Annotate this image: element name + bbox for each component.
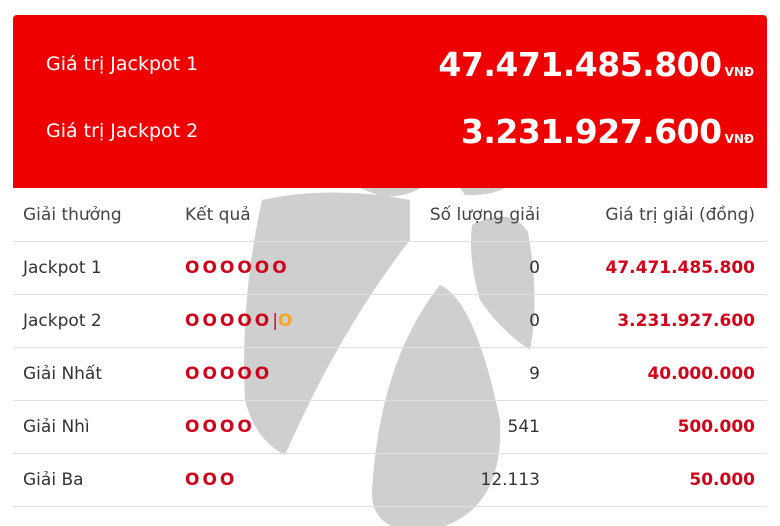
prize-count: 12.113 — [360, 453, 540, 507]
prize-count: 9 — [360, 347, 540, 401]
currency: VNĐ — [724, 131, 754, 146]
prize-value: 50.000 — [540, 453, 767, 507]
result-balls: OOOO — [185, 417, 255, 437]
jackpot-2-row: Giá trị Jackpot 2 3.231.927.600 VNĐ — [13, 106, 767, 156]
currency: VNĐ — [724, 64, 754, 79]
prize-name: Giải Ba — [13, 453, 185, 507]
separator: | — [272, 311, 278, 331]
prize-name: Jackpot 2 — [13, 294, 185, 348]
prize-count: 0 — [360, 294, 540, 348]
header-result: Kết quả — [185, 189, 360, 242]
prize-table: Giải thưởng Kết quả Số lượng giải Giá tr… — [13, 189, 767, 507]
table-row: Giải Nhất OOOOO 9 40.000.000 — [13, 347, 767, 401]
table-row: Jackpot 2 OOOOO|O 0 3.231.927.600 — [13, 294, 767, 348]
result-balls: OOOOOO — [185, 258, 290, 278]
prize-value: 500.000 — [540, 400, 767, 454]
prize-value: 40.000.000 — [540, 347, 767, 401]
prize-count: 541 — [360, 400, 540, 454]
table-row: Giải Ba OOO 12.113 50.000 — [13, 453, 767, 507]
jackpot-2-label: Giá trị Jackpot 2 — [46, 120, 199, 142]
bonus-ball: O — [278, 311, 293, 331]
header-prize: Giải thưởng — [13, 189, 185, 242]
table-row: Jackpot 1 OOOOOO 0 47.471.485.800 — [13, 241, 767, 295]
jackpot-banner: Giá trị Jackpot 1 47.471.485.800 VNĐ Giá … — [13, 15, 767, 188]
prize-value: 3.231.927.600 — [540, 294, 767, 348]
result-balls: OOOOO — [185, 364, 273, 384]
prize-name: Giải Nhì — [13, 400, 185, 454]
table-row: Giải Nhì OOOO 541 500.000 — [13, 400, 767, 454]
result-balls: OOO — [185, 470, 238, 490]
jackpot-2-value: 3.231.927.600 — [460, 111, 722, 151]
prize-value: 47.471.485.800 — [540, 241, 767, 295]
prize-count: 0 — [360, 241, 540, 295]
prize-name: Giải Nhất — [13, 347, 185, 401]
header-value: Giá trị giải (đồng) — [540, 189, 767, 242]
jackpot-1-label: Giá trị Jackpot 1 — [46, 53, 199, 75]
table-header: Giải thưởng Kết quả Số lượng giải Giá tr… — [13, 189, 767, 242]
jackpot-1-row: Giá trị Jackpot 1 47.471.485.800 VNĐ — [13, 39, 767, 89]
header-count: Số lượng giải — [360, 189, 540, 242]
prize-name: Jackpot 1 — [13, 241, 185, 295]
result-balls: OOOOO — [185, 311, 273, 331]
jackpot-1-value: 47.471.485.800 — [438, 44, 722, 84]
